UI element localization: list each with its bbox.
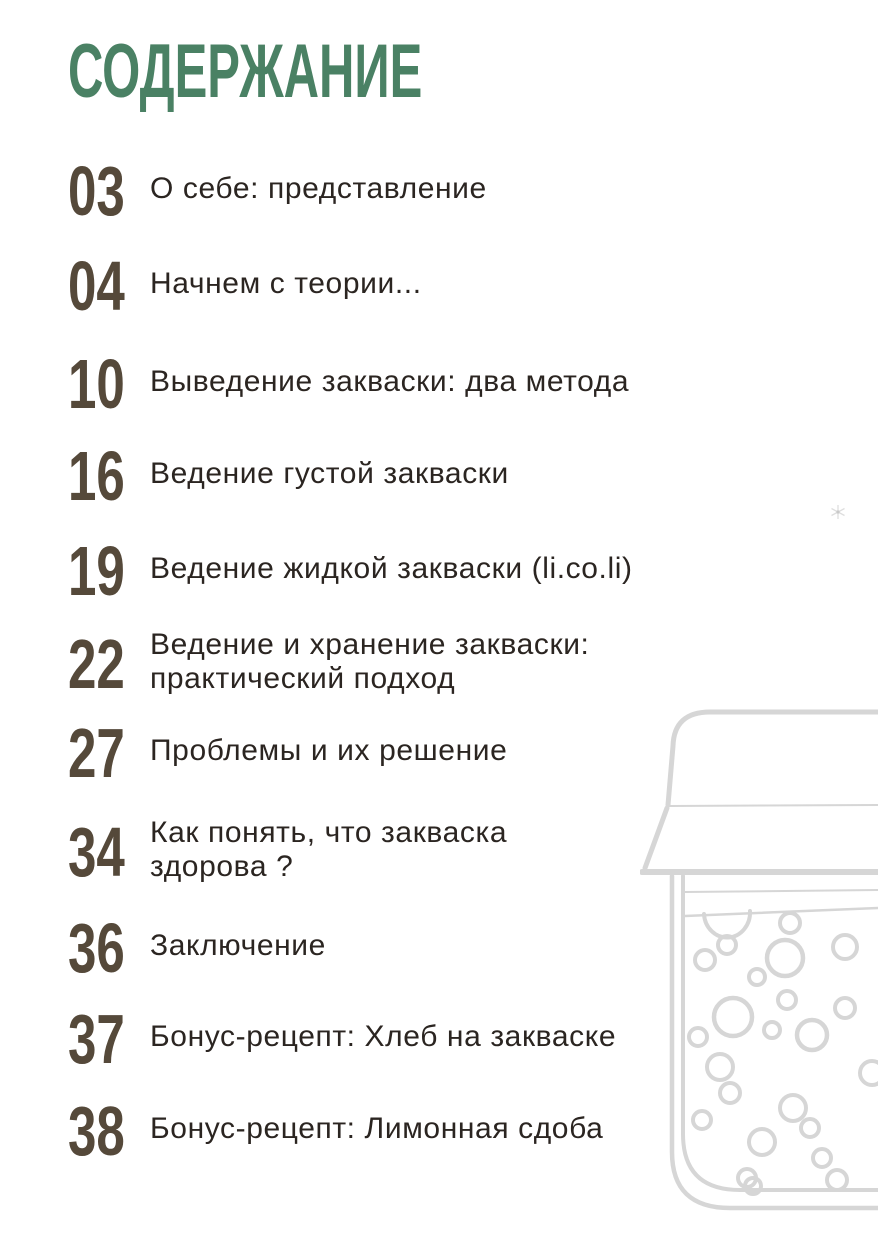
- toc-entry-title: Выведение закваски: два метода: [150, 365, 630, 398]
- toc-entry: 34 Как понять, что закваска здорова ?: [68, 816, 688, 888]
- toc-entry: 37 Бонус-рецепт: Хлеб на закваске: [68, 1004, 688, 1074]
- toc-page-number: 03: [68, 152, 125, 230]
- toc-page-number: 38: [68, 1092, 125, 1170]
- toc-entry-title: Ведение и хранение закваски: практически…: [150, 628, 590, 695]
- toc-entry: 10 Выведение закваски: два метода: [68, 349, 688, 419]
- toc-page-number: 34: [68, 813, 125, 891]
- toc-entry: 38 Бонус-рецепт: Лимонная сдоба: [68, 1096, 688, 1166]
- toc-page-number: 37: [68, 1000, 125, 1078]
- sparkle-asterisk-mark: [831, 505, 845, 519]
- toc-entry-title: Начнем с теории...: [150, 267, 422, 300]
- toc-entry-title: Как понять, что закваска здорова ?: [150, 816, 508, 883]
- toc-entry-title: Заключение: [150, 929, 326, 962]
- toc-page-number: 16: [68, 437, 125, 515]
- toc-entry-title: Бонус-рецепт: Лимонная сдоба: [150, 1112, 604, 1145]
- toc-page-number: 19: [68, 532, 125, 610]
- toc-entry: 36 Заключение: [68, 913, 688, 983]
- toc-page-number: 36: [68, 909, 125, 987]
- page-title: СОДЕРЖАНИЕ: [68, 29, 423, 114]
- toc-entry: 16 Ведение густой закваски: [68, 441, 688, 511]
- toc-entry-title: Ведение густой закваски: [150, 457, 509, 490]
- sourdough-jar-illustration: [640, 709, 878, 1211]
- toc-entry: 27 Проблемы и их решение: [68, 718, 688, 788]
- toc-entry-title: О себе: представление: [150, 172, 487, 205]
- toc-entry: 03 О себе: представление: [68, 156, 688, 226]
- toc-entry: 19 Ведение жидкой закваски (li.co.li): [68, 536, 688, 606]
- toc-entry-title: Ведение жидкой закваски (li.co.li): [150, 552, 633, 585]
- toc-entry: 04 Начнем с теории...: [68, 251, 688, 321]
- toc-entry-title: Бонус-рецепт: Хлеб на закваске: [150, 1020, 617, 1053]
- toc-page-number: 10: [68, 345, 125, 423]
- toc-page-number: 22: [68, 625, 125, 703]
- toc-page-number: 04: [68, 247, 125, 325]
- toc-page-number: 27: [68, 714, 125, 792]
- toc-entry: 22 Ведение и хранение закваски: практиче…: [68, 628, 688, 700]
- toc-entry-title: Проблемы и их решение: [150, 734, 508, 767]
